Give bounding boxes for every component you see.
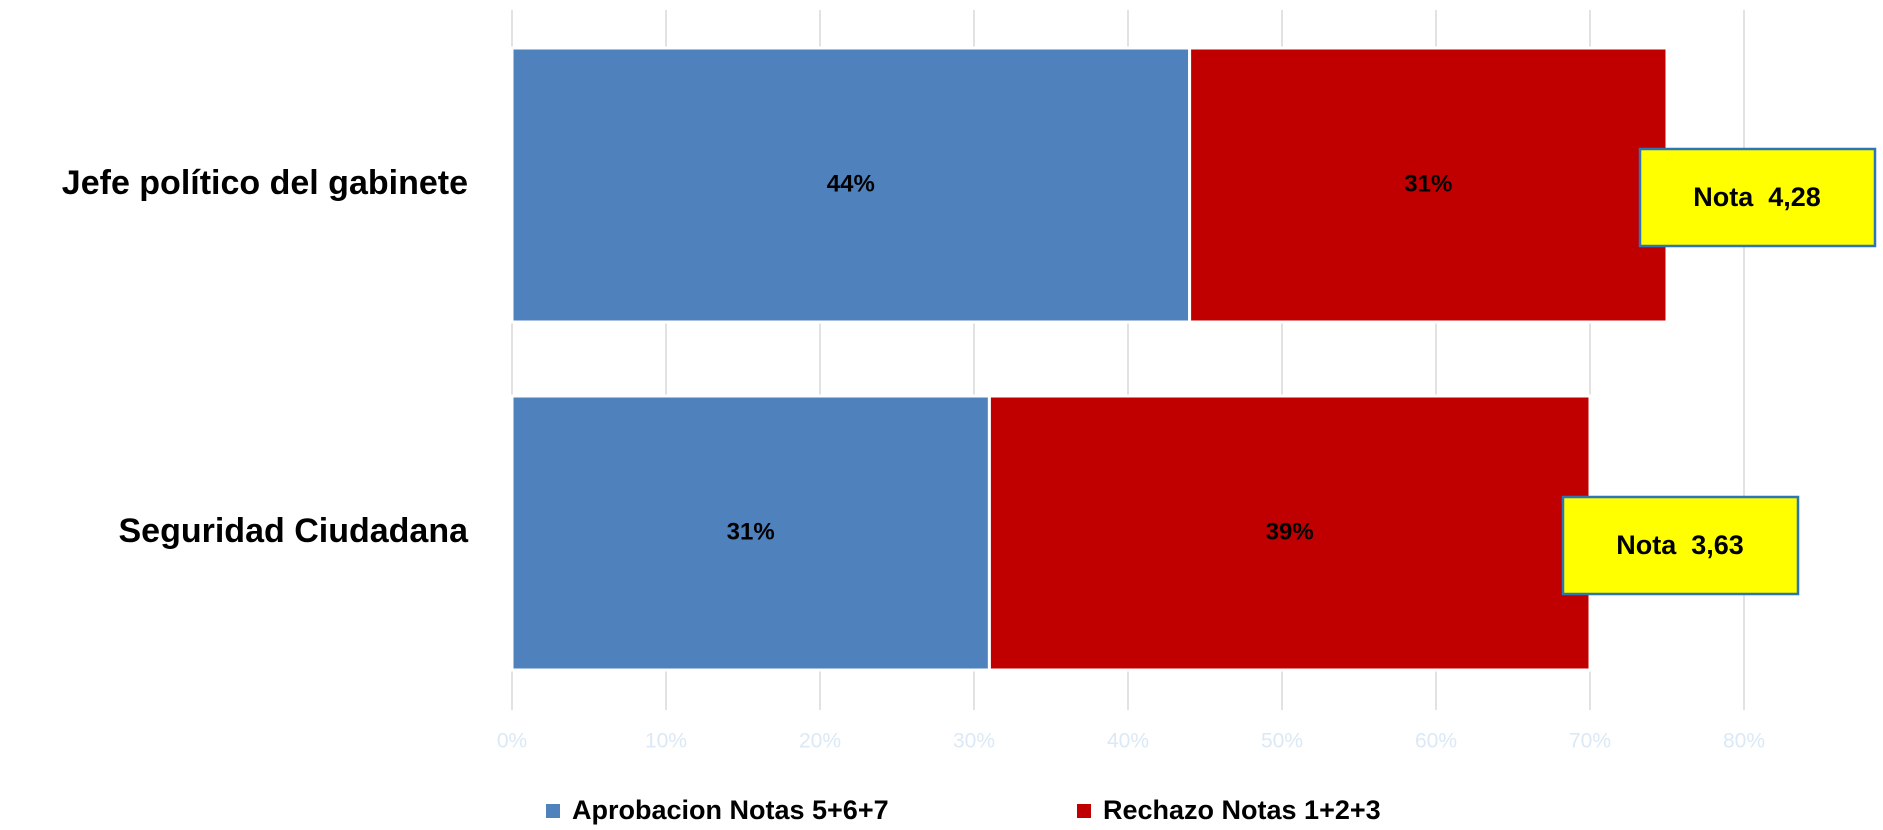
data-label: 31% [1404,170,1452,197]
legend-label: Aprobacion Notas 5+6+7 [572,795,889,825]
category-label: Seguridad Ciudadana [119,512,470,550]
annotation-box [1638,147,1877,248]
bar-segment [1188,46,1669,324]
data-label: 31% [727,518,775,545]
x-tick-label: 50% [1261,730,1303,753]
data-label: 44% [827,170,875,197]
x-tick-label: 80% [1723,730,1765,753]
bar-segment [987,394,1592,672]
category-label: Jefe político del gabinete [62,164,468,202]
bar-segment [510,394,991,672]
annotation: Nota 4,28 [1693,182,1821,212]
x-tick-label: 40% [1107,730,1149,753]
legend-label: Rechazo Notas 1+2+3 [1103,795,1381,825]
annotation-box [1561,495,1800,596]
x-tick-label: 60% [1415,730,1457,753]
legend-swatch [1077,804,1091,818]
data-label: 39% [1266,518,1314,545]
x-tick-label: 70% [1569,730,1611,753]
x-tick-label: 30% [953,730,995,753]
legend-swatch [546,804,560,818]
x-tick-label: 0% [497,730,527,753]
annotation: Nota 3,63 [1616,530,1744,560]
x-tick-label: 20% [799,730,841,753]
x-tick-label: 10% [645,730,687,753]
